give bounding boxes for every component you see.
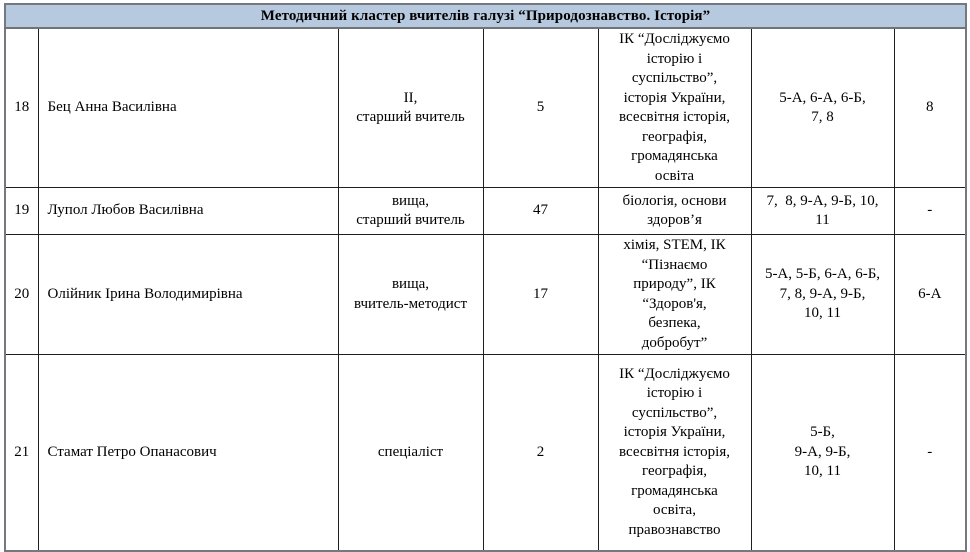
- cell-subjects: ІК “Досліджуємо історію і суспільство”, …: [597, 354, 752, 551]
- cell-classes: 5-Б, 9-А, 9-Б, 10, 11: [750, 354, 895, 551]
- cell-classes: 5-А, 6-А, 6-Б, 7, 8: [750, 27, 895, 188]
- cell-teacher-name: Лупол Любов Василівна: [37, 187, 339, 235]
- table-title: Методичний кластер вчителів галузі “Прир…: [5, 4, 967, 29]
- cell-number: 20: [4, 234, 39, 355]
- teachers-cluster-table: Методичний кластер вчителів галузі “Прир…: [4, 3, 968, 552]
- cell-years: 2: [482, 354, 599, 551]
- cell-category: вища, старший вчитель: [337, 187, 484, 235]
- cell-classes: 7, 8, 9-А, 9-Б, 10, 11: [750, 187, 895, 235]
- table-row: 20 Олійник Ірина Володимирівна вища, вчи…: [4, 234, 967, 355]
- cell-years: 5: [482, 27, 599, 188]
- cell-category: ІІ, старший вчитель: [337, 27, 484, 188]
- cell-extra: -: [893, 187, 967, 235]
- cell-subjects: хімія, STEM, ІК “Пізнаємо природу”, ІК “…: [597, 234, 752, 355]
- cell-subjects: біологія, основи здоров’я: [597, 187, 752, 235]
- cell-teacher-name: Стамат Петро Опанасович: [37, 354, 339, 551]
- cell-number: 21: [4, 354, 39, 551]
- table-row: 18 Бец Анна Василівна ІІ, старший вчител…: [4, 27, 967, 188]
- cell-years: 17: [482, 234, 599, 355]
- table-row: 21 Стамат Петро Опанасович спеціаліст 2 …: [4, 354, 967, 551]
- cell-subjects: ІК “Досліджуємо історію і суспільство”, …: [597, 27, 752, 188]
- cell-extra: 8: [893, 27, 967, 188]
- cell-classes: 5-А, 5-Б, 6-А, 6-Б, 7, 8, 9-А, 9-Б, 10, …: [750, 234, 895, 355]
- cell-extra: 6-А: [893, 234, 967, 355]
- cell-teacher-name: Олійник Ірина Володимирівна: [37, 234, 339, 355]
- cell-teacher-name: Бец Анна Василівна: [37, 27, 339, 188]
- cell-extra: -: [893, 354, 967, 551]
- cell-number: 18: [4, 27, 39, 188]
- cell-number: 19: [4, 187, 39, 235]
- table-title-row: Методичний кластер вчителів галузі “Прир…: [5, 4, 967, 29]
- cell-category: спеціаліст: [337, 354, 484, 551]
- table-row: 19 Лупол Любов Василівна вища, старший в…: [4, 187, 967, 235]
- cell-years: 47: [482, 187, 599, 235]
- document-page: Методичний кластер вчителів галузі “Прир…: [4, 3, 968, 552]
- cell-category: вища, вчитель-методист: [337, 234, 484, 355]
